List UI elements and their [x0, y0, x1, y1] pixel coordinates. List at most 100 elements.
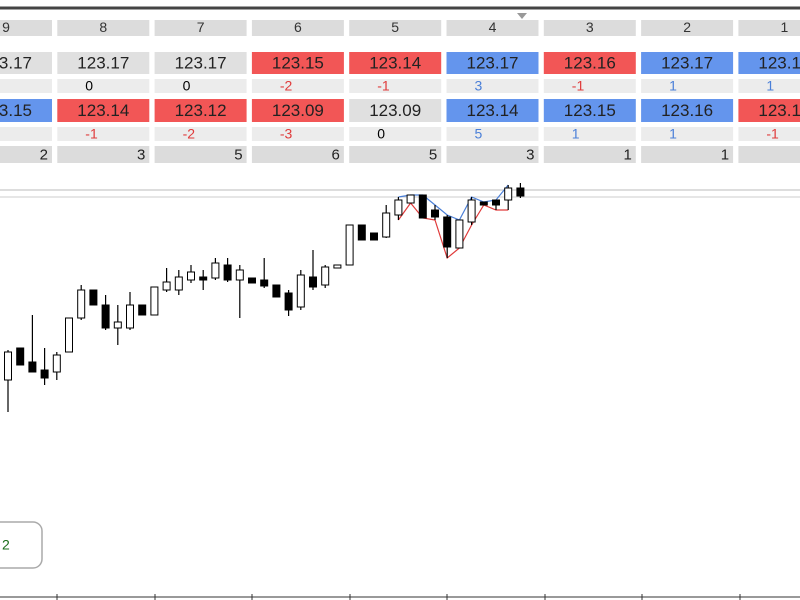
delta-value: 1	[572, 126, 580, 142]
price-cell	[641, 99, 734, 122]
price-cell	[57, 52, 150, 74]
count-value: 5	[429, 146, 437, 163]
candle-body	[479, 201, 488, 206]
candle-body	[272, 284, 281, 298]
candle-body	[418, 194, 427, 219]
count-value: 6	[332, 146, 340, 163]
price-value: 123.14	[467, 101, 519, 120]
delta-cell	[738, 127, 800, 141]
price-value: 123.17	[661, 53, 713, 72]
delta-cell	[446, 127, 539, 141]
count-cell	[738, 146, 800, 163]
price-value: 123.16	[661, 101, 713, 120]
delta-cell	[543, 79, 636, 93]
count-value: 3	[137, 146, 145, 163]
count-value: 1	[623, 146, 631, 163]
price-value: 123.17	[175, 53, 227, 72]
price-cell	[154, 99, 247, 122]
candle-body	[89, 289, 98, 306]
candle-body	[284, 292, 293, 311]
header-label: 8	[99, 19, 107, 35]
delta-value: -1	[572, 78, 585, 94]
candle-body	[187, 271, 195, 281]
delta-value: 0	[377, 126, 385, 142]
candle-body	[162, 281, 171, 291]
price-value: 123.18	[758, 53, 800, 72]
count-cell	[543, 146, 636, 163]
header-cell	[57, 20, 150, 36]
header-label: 2	[683, 19, 691, 35]
candle-body	[40, 369, 49, 379]
candle-body	[296, 274, 305, 308]
candle-body	[101, 304, 110, 329]
delta-cell	[349, 79, 442, 93]
delta-cell	[0, 127, 52, 141]
price-cell	[349, 52, 442, 74]
badge-box[interactable]	[0, 521, 43, 569]
candle-body	[357, 224, 366, 241]
candle-body	[199, 276, 208, 281]
candle-body	[260, 279, 269, 287]
delta-cell	[154, 79, 247, 93]
candle-body	[28, 361, 37, 373]
header-cell	[349, 20, 442, 36]
delta-value: 1	[669, 126, 677, 142]
candle-body	[223, 264, 232, 281]
header-label: 9	[2, 19, 10, 35]
candle-body	[138, 304, 147, 316]
candle-body	[126, 304, 134, 329]
delta-cell	[349, 127, 442, 141]
candle-body	[345, 224, 354, 266]
price-value: 123.15	[0, 101, 32, 120]
upper-line	[398, 184, 509, 221]
candle-body	[174, 276, 183, 291]
price-value: 123.17	[0, 53, 32, 72]
price-cell	[738, 52, 800, 74]
lower-line	[397, 202, 509, 260]
candle-body	[516, 187, 525, 197]
delta-cell	[738, 79, 800, 93]
delta-cell	[641, 127, 734, 141]
delta-cell	[543, 127, 636, 141]
price-value: 123.16	[564, 53, 616, 72]
header-cell	[641, 20, 734, 36]
count-cell	[641, 146, 734, 163]
header-cell	[738, 20, 800, 36]
header-cell	[154, 20, 247, 36]
candle-body	[235, 269, 244, 281]
candle-body	[52, 354, 61, 373]
candle-body	[248, 277, 256, 284]
delta-value: 1	[669, 78, 677, 94]
price-cell	[641, 52, 734, 74]
candle-body	[455, 219, 464, 249]
price-cell	[446, 99, 539, 122]
price-value: 123.15	[564, 101, 616, 120]
header-cell	[0, 20, 52, 36]
header-label: 7	[197, 19, 205, 35]
delta-value: -1	[766, 126, 779, 142]
delta-value: -2	[280, 78, 293, 94]
price-value: 123.09	[369, 101, 421, 120]
count-value: 1	[721, 146, 729, 163]
price-cell	[738, 99, 800, 122]
price-value: 123.15	[758, 101, 800, 120]
candle-body	[370, 232, 378, 241]
count-cell	[154, 146, 247, 163]
delta-cell	[57, 79, 150, 93]
count-cell	[349, 146, 442, 163]
candle-body	[4, 351, 12, 381]
candle-body	[211, 262, 220, 279]
delta-value: -3	[280, 126, 293, 142]
candle-body	[467, 199, 476, 223]
price-cell	[251, 99, 344, 122]
candle-body	[150, 286, 159, 316]
price-value: 123.17	[77, 53, 129, 72]
header-cell	[446, 20, 539, 36]
delta-cell	[57, 127, 150, 141]
candle-body	[382, 212, 391, 238]
header-label: 3	[586, 19, 594, 35]
price-value: 123.15	[272, 53, 324, 72]
delta-cell	[251, 79, 344, 93]
